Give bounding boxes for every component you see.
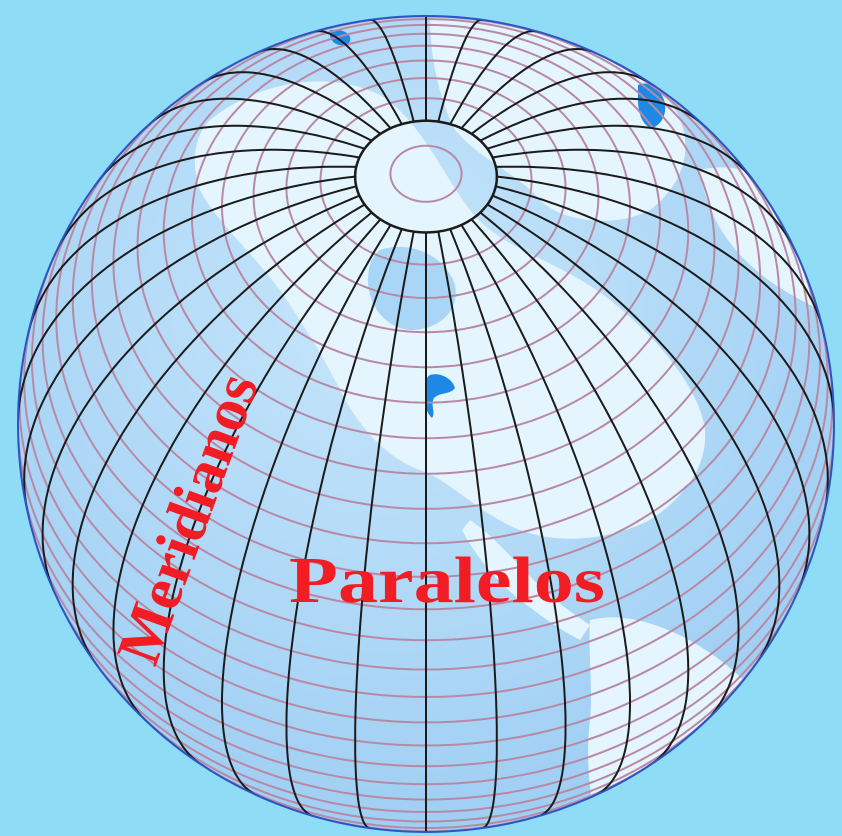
globe-outline [17, 15, 835, 833]
meridian-line [460, 224, 631, 798]
meridian-line [487, 124, 759, 188]
meridian-line [41, 194, 360, 600]
meridian-line [449, 30, 540, 125]
meridian-line [354, 231, 415, 830]
meridian-line [437, 18, 483, 122]
meridian-line [162, 218, 382, 767]
meridian-line [492, 148, 799, 257]
central-america-landmass [462, 520, 590, 640]
meridian-line [112, 211, 373, 723]
meridian-line [23, 185, 357, 519]
meridian-line [93, 124, 365, 188]
meridian-line [496, 175, 834, 429]
meridian-line [71, 203, 366, 668]
polar-circle [353, 119, 499, 234]
graticule [18, 16, 834, 832]
meridian-line [254, 48, 392, 129]
meridian-line [470, 218, 690, 767]
meridian-line [479, 211, 740, 723]
meridian-line [144, 97, 373, 142]
meridian-line [285, 228, 403, 818]
meridian-line [221, 224, 392, 798]
meridian-line [460, 48, 598, 129]
northern-lake-3 [329, 29, 351, 46]
meridian-line [470, 71, 654, 135]
meridian-line [486, 203, 781, 668]
hudson-bay [368, 246, 456, 330]
great-lakes [425, 374, 455, 418]
meridian-line [492, 194, 811, 600]
greenland-landmass [430, 18, 686, 221]
meridian-line [18, 175, 356, 429]
meridian-line [449, 228, 567, 818]
meridian-line [198, 71, 382, 135]
meridian-line [437, 231, 498, 830]
meridian-line [53, 148, 360, 257]
meridian-line [495, 165, 826, 339]
meridian-line [369, 18, 415, 122]
parallel-line [389, 144, 463, 203]
meridian-line [479, 97, 708, 142]
meridian-line [26, 165, 357, 339]
meridian-line [312, 30, 403, 125]
meridian-line [495, 185, 829, 519]
parallels-label: Paralelos [289, 544, 605, 617]
